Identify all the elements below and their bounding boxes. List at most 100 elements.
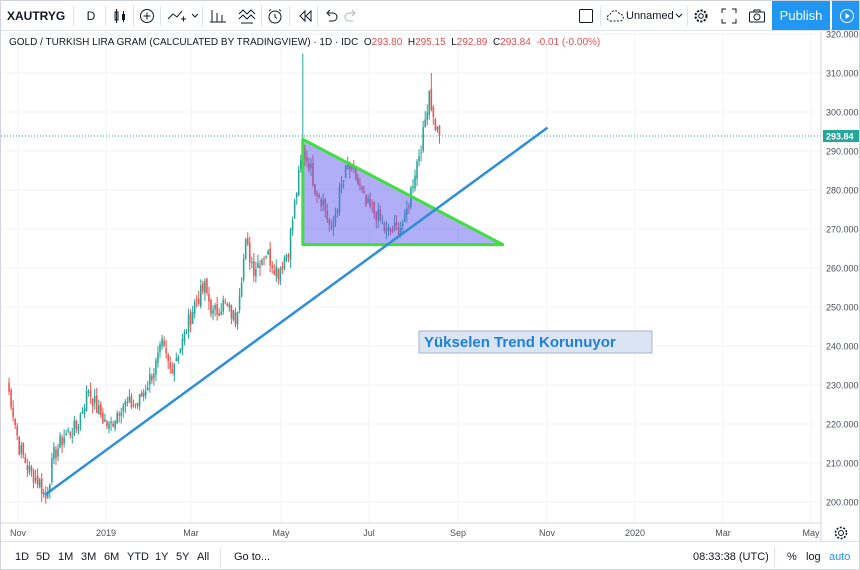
add-indicator-icon[interactable] — [137, 1, 157, 31]
candle-body — [281, 266, 284, 270]
indicators-icon[interactable] — [207, 1, 229, 31]
candle-body — [136, 403, 139, 406]
range-5y[interactable]: 5Y — [176, 550, 190, 563]
candle-body — [134, 404, 137, 406]
redo-icon[interactable] — [341, 1, 361, 31]
legend-open-value: 293.80 — [371, 37, 403, 48]
candle-body — [179, 348, 182, 354]
candle-body — [79, 414, 82, 426]
candle-body — [85, 390, 88, 411]
candle-body — [75, 420, 78, 429]
candle-body — [69, 431, 72, 436]
chart-canvas[interactable]: Yükselen Trend Korunuyor 200.000 210.000 2… — [1, 31, 860, 541]
play-icon[interactable] — [832, 1, 859, 30]
candle-body — [126, 401, 129, 403]
candle-body — [426, 112, 429, 120]
interval-button[interactable]: D — [86, 9, 96, 23]
candle-body — [151, 375, 153, 381]
range-1m[interactable]: 1M — [58, 550, 74, 563]
annotation-box — [418, 330, 653, 354]
range-1d[interactable]: 1D — [15, 550, 30, 563]
candle-body — [216, 304, 218, 315]
candle-body — [222, 299, 225, 312]
chevron-down-icon[interactable] — [673, 1, 685, 31]
toolbar-divider — [600, 6, 601, 26]
candle-body — [422, 127, 424, 151]
fullscreen-square-icon[interactable] — [576, 1, 596, 31]
auto-toggle[interactable]: auto — [829, 550, 851, 563]
candle-body — [230, 305, 233, 319]
grid-lines — [1, 31, 821, 523]
alert-clock-icon[interactable] — [265, 1, 285, 31]
compare-icon[interactable] — [166, 1, 188, 31]
candles-icon[interactable] — [109, 1, 131, 31]
price-tick-label: 210.000 — [826, 459, 859, 469]
candle-body — [18, 436, 21, 455]
publish-button[interactable]: Publish — [772, 1, 830, 30]
fullscreen-icon[interactable] — [719, 1, 739, 31]
replay-icon[interactable] — [295, 1, 315, 31]
time-tick-label: Jul — [363, 528, 375, 538]
toolbar-divider — [261, 6, 262, 26]
candle-body — [240, 282, 243, 297]
candle-body — [212, 309, 214, 314]
candle-body — [214, 305, 216, 310]
percent-toggle[interactable]: % — [787, 550, 797, 563]
legend-high-value: 295.15 — [415, 37, 446, 48]
clock-time: 08:33:38 (UTC) — [693, 550, 769, 563]
candle-body — [169, 362, 171, 369]
gear-icon[interactable] — [691, 1, 711, 31]
candle-body — [238, 296, 241, 311]
candle-body — [110, 421, 112, 424]
price-tick-label: 200.000 — [826, 498, 859, 508]
range-ytd[interactable]: YTD — [127, 550, 149, 563]
symbol-search[interactable]: XAUTRYG — [7, 9, 66, 23]
candle-body — [208, 293, 210, 302]
layout-name[interactable]: Unnamed — [626, 10, 674, 22]
top-toolbar: XAUTRYG D — [1, 1, 859, 31]
time-tick-label: Nov — [10, 528, 27, 538]
annotation-text: Yükselen Trend Korunuyor — [424, 334, 616, 351]
price-tick-label: 300.000 — [826, 108, 859, 118]
gear-ring — [834, 526, 848, 540]
range-1y[interactable]: 1Y — [155, 550, 169, 563]
toolbar-divider — [133, 6, 134, 26]
legend-low-label: L — [451, 37, 457, 48]
candle-body — [418, 156, 420, 162]
axis-settings-icon[interactable] — [834, 526, 848, 540]
candle-body — [181, 338, 184, 351]
time-tick-label: Mar — [183, 528, 199, 538]
goto-button[interactable]: Go to... — [234, 550, 271, 563]
candle-body — [200, 285, 202, 306]
candle-body — [47, 493, 49, 497]
range-6m[interactable]: 6M — [104, 550, 120, 563]
candle-body — [299, 160, 302, 169]
candle-body — [49, 484, 51, 493]
gear-center — [838, 530, 844, 536]
candle-body — [436, 126, 439, 130]
candle-body — [87, 391, 90, 394]
range-3m[interactable]: 3M — [81, 550, 97, 563]
candle-body — [263, 258, 265, 260]
candle-body — [30, 466, 33, 471]
candle-body — [191, 312, 194, 324]
candle-body — [155, 360, 157, 375]
log-toggle[interactable]: log — [806, 550, 821, 563]
candle-body — [67, 430, 69, 432]
price-tick-label: 270.000 — [826, 225, 859, 235]
chevron-down-icon[interactable] — [189, 1, 201, 31]
candle-body — [269, 248, 271, 266]
range-5d[interactable]: 5D — [36, 550, 51, 563]
financials-icon[interactable] — [236, 1, 258, 31]
candle-body — [183, 331, 186, 342]
legend-title: GOLD / TURKISH LIRA GRAM (CALCULATED BY … — [9, 37, 359, 48]
candle-body — [167, 354, 169, 362]
range-all[interactable]: All — [197, 550, 210, 563]
candle-body — [257, 263, 259, 269]
candle-body — [142, 392, 145, 397]
candle-body — [195, 300, 198, 302]
undo-icon[interactable] — [321, 1, 341, 31]
camera-icon[interactable] — [747, 1, 767, 31]
toolbar-divider — [160, 6, 161, 26]
candle-body — [432, 107, 435, 118]
